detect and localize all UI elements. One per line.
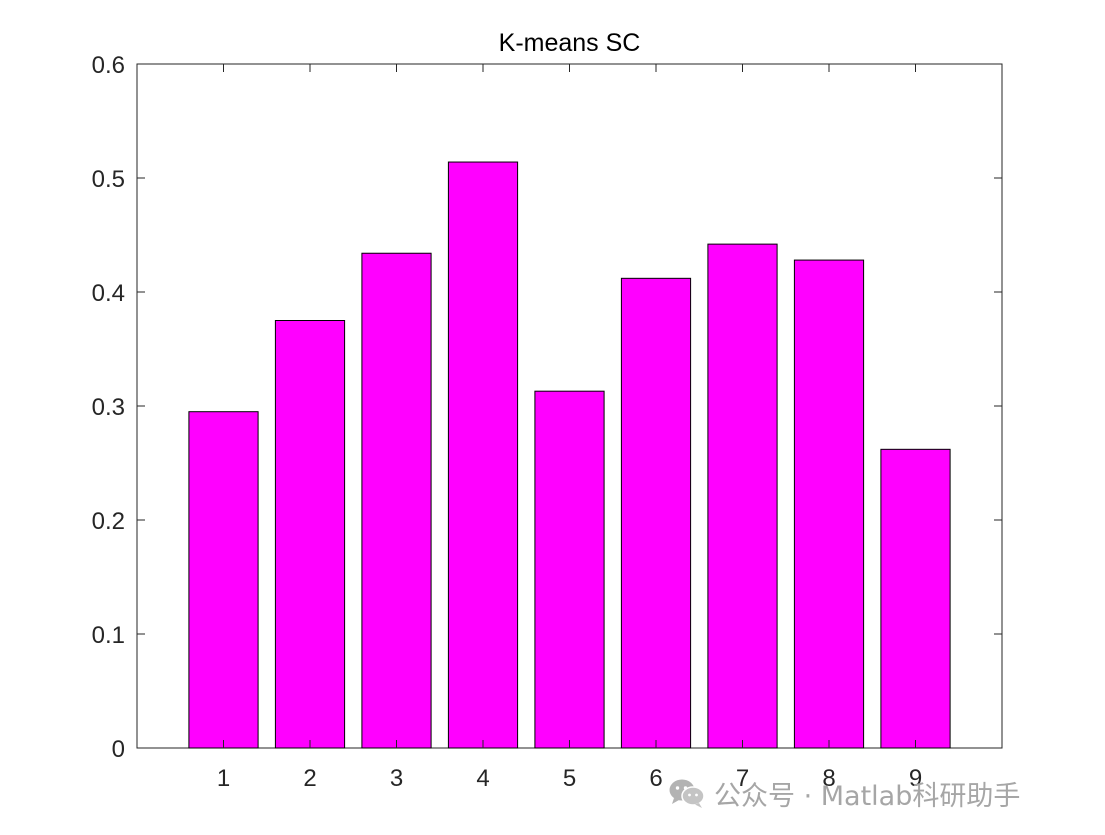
bars-group xyxy=(188,161,951,749)
x-tick-label-4: 4 xyxy=(476,765,489,792)
watermark: 公众号 · Matlab科研助手 xyxy=(668,772,1020,814)
bar-1 xyxy=(188,411,259,749)
chart-title: K-means SC xyxy=(499,29,641,57)
y-tick-label-2: 0.2 xyxy=(92,508,125,535)
bar-4 xyxy=(447,161,519,749)
y-tick-label-6: 0.6 xyxy=(92,52,125,79)
bar-8 xyxy=(793,259,865,749)
x-tick-label-1: 1 xyxy=(217,765,230,792)
watermark-text: 公众号 · Matlab科研助手 xyxy=(714,780,1021,812)
x-tick-label-6: 6 xyxy=(649,765,662,792)
bar-3 xyxy=(361,252,432,749)
x-tick-label-2: 2 xyxy=(303,765,316,792)
y-tick-label-3: 0.3 xyxy=(92,394,125,421)
y-tick-label-0: 0 xyxy=(112,736,125,763)
bar-2 xyxy=(274,320,346,749)
bar-7 xyxy=(707,243,778,749)
x-tick-label-8: 8 xyxy=(822,765,835,792)
x-tick-label-7: 7 xyxy=(736,765,749,792)
y-tick-label-5: 0.5 xyxy=(92,166,125,193)
bar-5 xyxy=(534,390,605,749)
x-tick-label-3: 3 xyxy=(390,765,403,792)
x-tick-label-5: 5 xyxy=(563,765,576,792)
x-tick-label-9: 9 xyxy=(909,765,922,792)
y-tick-label-1: 0.1 xyxy=(92,622,125,649)
wechat-icon xyxy=(669,779,705,808)
tick-labels-group: 1 2 3 4 5 6 7 8 9 0 0.1 0.2 0.3 0.4 0.5 0.6 xyxy=(92,52,923,792)
ticks-group xyxy=(137,63,1002,749)
bar-9 xyxy=(880,448,951,749)
bar-6 xyxy=(620,277,692,749)
y-tick-label-4: 0.4 xyxy=(92,280,125,307)
